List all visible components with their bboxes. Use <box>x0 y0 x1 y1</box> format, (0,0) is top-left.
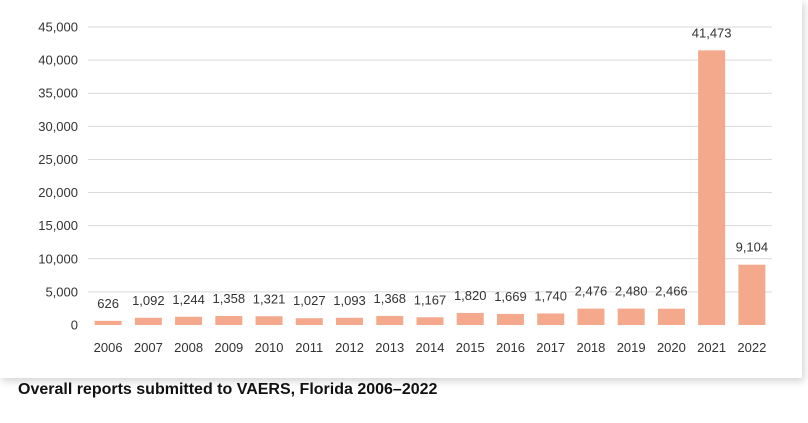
x-tick-label: 2008 <box>174 340 203 355</box>
data-label-2016: 1,669 <box>494 289 527 304</box>
data-label-2017: 1,740 <box>534 288 567 303</box>
y-tick-label: 5,000 <box>45 284 78 299</box>
x-tick-label: 2016 <box>496 340 525 355</box>
data-label-2020: 2,466 <box>655 284 688 299</box>
x-tick-label: 2019 <box>617 340 646 355</box>
y-tick-label: 20,000 <box>38 185 78 200</box>
x-tick-label: 2010 <box>255 340 284 355</box>
bar-2014 <box>416 317 444 325</box>
bar-2021 <box>698 50 726 326</box>
bar-2009 <box>215 316 243 325</box>
x-tick-label: 2006 <box>94 340 123 355</box>
bar-2013 <box>376 315 404 325</box>
bar-2010 <box>255 316 283 325</box>
y-tick-label: 40,000 <box>38 53 78 68</box>
bar-2016 <box>496 313 524 325</box>
bar-2007 <box>134 317 162 325</box>
x-tick-label: 2022 <box>737 340 766 355</box>
data-label-2008: 1,244 <box>172 292 205 307</box>
y-axis-tick-labels: 0 5,000 10,000 15,000 20,000 25,000 30,000 35,0… <box>38 20 78 333</box>
bar-2006 <box>94 320 122 325</box>
x-tick-label: 2018 <box>576 340 605 355</box>
grid-lines <box>88 26 772 293</box>
x-tick-label: 2021 <box>697 340 726 355</box>
x-tick-label: 2017 <box>536 340 565 355</box>
bar-2015 <box>456 312 484 325</box>
x-tick-label: 2014 <box>416 340 445 355</box>
data-label-2021: 41,473 <box>692 25 732 40</box>
bars <box>94 50 766 326</box>
y-tick-label: 25,000 <box>38 152 78 167</box>
y-tick-label: 15,000 <box>38 218 78 233</box>
x-tick-label: 2020 <box>657 340 686 355</box>
bar-2008 <box>175 316 203 325</box>
y-tick-label: 0 <box>71 318 78 333</box>
data-label-2018: 2,476 <box>575 284 608 299</box>
bar-2019 <box>617 308 645 325</box>
bar-2012 <box>336 317 364 325</box>
y-tick-label: 45,000 <box>38 20 78 35</box>
bar-chart: 0 5,000 10,000 15,000 20,000 25,000 30,000 35,0… <box>38 20 772 355</box>
x-tick-label: 2011 <box>295 340 323 355</box>
y-tick-label: 30,000 <box>38 119 78 134</box>
x-axis-tick-labels: 2006 2007 2008 2009 2010 2011 2012 2013 2014 2015… <box>94 340 767 355</box>
data-label-2009: 1,358 <box>213 291 246 306</box>
data-label-2011: 1,027 <box>293 293 326 308</box>
bar-2018 <box>577 308 605 325</box>
chart-caption: Overall reports submitted to VAERS, Flor… <box>18 381 438 398</box>
x-tick-label: 2009 <box>214 340 243 355</box>
x-tick-label: 2015 <box>456 340 485 355</box>
data-label-2013: 1,368 <box>373 291 406 306</box>
data-label-2015: 1,820 <box>454 288 487 303</box>
data-label-2007: 1,092 <box>132 293 165 308</box>
y-tick-label: 10,000 <box>38 251 78 266</box>
data-label-2022: 9,104 <box>736 240 769 255</box>
bar-2011 <box>295 318 323 325</box>
bar-2022 <box>738 264 766 325</box>
x-tick-label: 2013 <box>375 340 404 355</box>
data-label-2006: 626 <box>97 296 119 311</box>
data-label-2012: 1,093 <box>333 293 366 308</box>
data-label-2010: 1,321 <box>253 291 286 306</box>
data-label-2019: 2,480 <box>615 284 648 299</box>
bar-2020 <box>657 308 685 325</box>
x-tick-label: 2012 <box>335 340 364 355</box>
chart-card: 0 5,000 10,000 15,000 20,000 25,000 30,000 35,0… <box>38 19 772 355</box>
y-tick-label: 35,000 <box>38 86 78 101</box>
bar-2017 <box>537 313 565 325</box>
data-labels: 626 1,092 1,244 1,358 1,321 1,027 1,093 1,368 1,… <box>97 25 768 310</box>
data-label-2014: 1,167 <box>414 292 447 307</box>
x-tick-label: 2007 <box>134 340 163 355</box>
